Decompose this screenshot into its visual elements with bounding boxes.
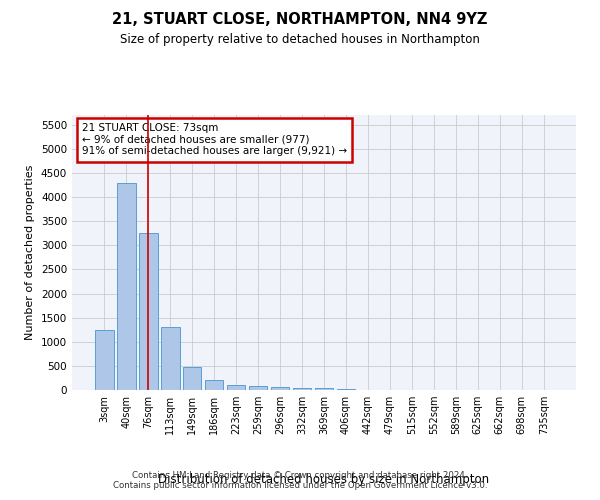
Bar xyxy=(337,388,355,390)
Bar xyxy=(95,330,113,390)
Text: 21, STUART CLOSE, NORTHAMPTON, NN4 9YZ: 21, STUART CLOSE, NORTHAMPTON, NN4 9YZ xyxy=(112,12,488,28)
Text: Contains HM Land Registry data © Crown copyright and database right 2024.
Contai: Contains HM Land Registry data © Crown c… xyxy=(113,470,487,490)
Bar xyxy=(183,367,202,390)
Bar xyxy=(293,388,311,390)
Bar xyxy=(227,385,245,390)
Bar xyxy=(161,328,179,390)
Bar xyxy=(117,182,136,390)
Y-axis label: Number of detached properties: Number of detached properties xyxy=(25,165,35,340)
Bar xyxy=(139,233,158,390)
X-axis label: Distribution of detached houses by size in Northampton: Distribution of detached houses by size … xyxy=(158,473,490,486)
Text: Size of property relative to detached houses in Northampton: Size of property relative to detached ho… xyxy=(120,32,480,46)
Text: 21 STUART CLOSE: 73sqm
← 9% of detached houses are smaller (977)
91% of semi-det: 21 STUART CLOSE: 73sqm ← 9% of detached … xyxy=(82,123,347,156)
Bar xyxy=(249,386,268,390)
Bar xyxy=(271,387,289,390)
Bar xyxy=(314,388,334,390)
Bar xyxy=(205,380,223,390)
